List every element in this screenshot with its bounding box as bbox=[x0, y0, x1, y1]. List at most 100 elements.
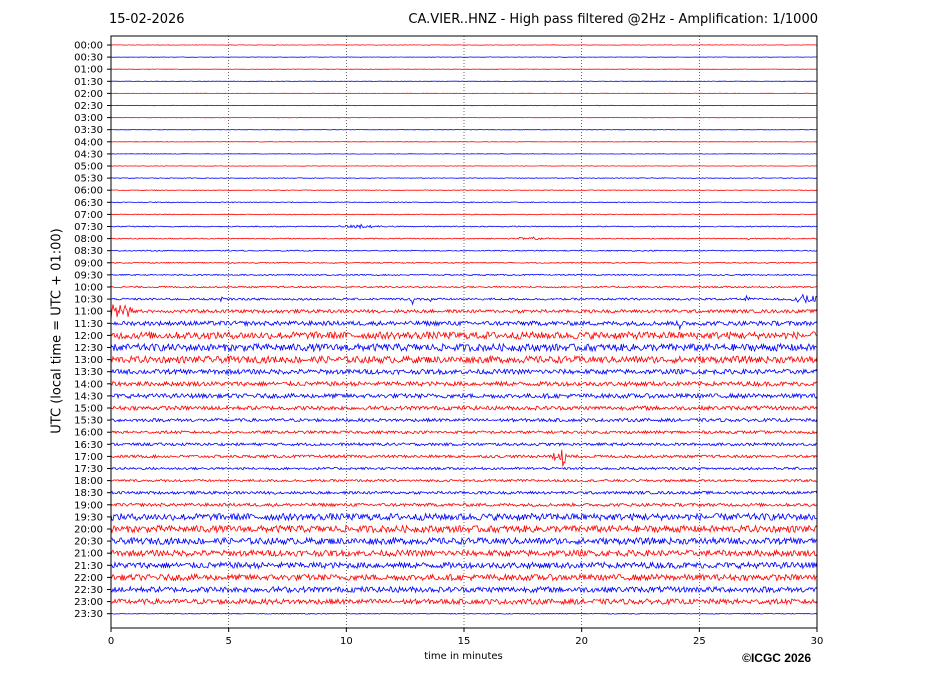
y-tick-label-0430: 04:30 bbox=[74, 149, 103, 160]
y-tick-label-1030: 10:30 bbox=[74, 295, 103, 306]
y-tick-label-1830: 18:30 bbox=[74, 488, 103, 499]
trace-0900 bbox=[110, 261, 818, 264]
y-tick-label-1330: 13:30 bbox=[74, 367, 103, 378]
y-tick-label-2230: 22:30 bbox=[74, 585, 103, 596]
y-tick-label-2330: 23:30 bbox=[74, 609, 103, 620]
y-tick-label-1600: 16:00 bbox=[74, 428, 103, 439]
x-tick-label-30: 30 bbox=[811, 636, 824, 647]
trace-1730 bbox=[110, 466, 818, 471]
trace-1700 bbox=[110, 449, 818, 467]
trace-0930 bbox=[110, 273, 818, 277]
y-tick-label-0130: 01:30 bbox=[74, 77, 103, 88]
trace-1200 bbox=[110, 330, 818, 341]
trace-1300 bbox=[110, 354, 818, 365]
trace-2100 bbox=[110, 548, 818, 558]
y-tick-label-0630: 06:30 bbox=[74, 198, 103, 209]
trace-0600 bbox=[110, 189, 817, 191]
y-axis-ticks: 00:0000:3001:0001:3002:0002:3003:0003:30… bbox=[74, 41, 111, 620]
y-tick-label-1000: 10:00 bbox=[74, 283, 103, 294]
x-tick-label-0: 0 bbox=[108, 636, 114, 647]
trace-0730 bbox=[111, 223, 818, 230]
trace-2030 bbox=[110, 536, 818, 546]
trace-1030 bbox=[110, 293, 818, 306]
y-tick-label-1430: 14:30 bbox=[74, 391, 103, 402]
x-axis-ticks: 0 5 10 15 20 25 30 bbox=[108, 628, 824, 647]
y-tick-label-0300: 03:00 bbox=[74, 113, 103, 124]
y-tick-label-2130: 21:30 bbox=[74, 561, 103, 572]
y-tick-label-1900: 19:00 bbox=[74, 500, 103, 511]
trace-2300 bbox=[110, 597, 818, 606]
y-tick-label-1530: 15:30 bbox=[74, 416, 103, 427]
y-tick-label-2030: 20:30 bbox=[74, 537, 103, 548]
y-tick-label-1200: 12:00 bbox=[74, 331, 103, 342]
trace-2130 bbox=[110, 560, 818, 570]
x-tick-label-5: 5 bbox=[225, 636, 231, 647]
y-tick-label-0030: 00:30 bbox=[74, 53, 103, 64]
y-tick-label-1800: 18:00 bbox=[74, 476, 103, 487]
y-tick-label-1930: 19:30 bbox=[74, 512, 103, 523]
trace-0830 bbox=[110, 249, 818, 252]
y-tick-label-0930: 09:30 bbox=[74, 270, 103, 281]
x-tick-label-20: 20 bbox=[575, 636, 588, 647]
trace-2200 bbox=[110, 572, 818, 582]
trace-2330 bbox=[110, 612, 817, 615]
copyright-label: ©ICGC 2026 bbox=[742, 651, 811, 665]
trace-2000 bbox=[110, 524, 818, 534]
y-tick-label-0800: 08:00 bbox=[74, 234, 103, 245]
y-tick-label-0830: 08:30 bbox=[74, 246, 103, 257]
trace-1130 bbox=[111, 319, 818, 331]
trace-0530 bbox=[110, 177, 818, 179]
trace-1230 bbox=[110, 342, 818, 353]
x-tick-label-25: 25 bbox=[693, 636, 706, 647]
chart-title: CA.VIER..HNZ - High pass filtered @2Hz -… bbox=[408, 12, 818, 27]
trace-1100 bbox=[110, 304, 818, 320]
trace-layer bbox=[110, 44, 818, 615]
trace-1930 bbox=[110, 512, 818, 522]
trace-2230 bbox=[110, 585, 818, 594]
trace-1900 bbox=[110, 502, 818, 508]
y-tick-label-2100: 21:00 bbox=[74, 549, 103, 560]
trace-1400 bbox=[110, 380, 818, 388]
trace-1830 bbox=[110, 490, 818, 496]
trace-1530 bbox=[111, 417, 818, 423]
y-tick-label-0500: 05:00 bbox=[74, 162, 103, 173]
y-tick-label-0530: 05:30 bbox=[74, 174, 103, 185]
y-tick-label-1630: 16:30 bbox=[74, 440, 103, 451]
y-tick-label-0700: 07:00 bbox=[74, 210, 103, 221]
y-tick-label-0730: 07:30 bbox=[74, 222, 103, 233]
y-tick-label-1400: 14:00 bbox=[74, 379, 103, 390]
y-tick-label-0600: 06:00 bbox=[74, 186, 103, 197]
y-tick-label-0330: 03:30 bbox=[74, 125, 103, 136]
y-tick-label-1100: 11:00 bbox=[74, 307, 103, 318]
x-tick-label-15: 15 bbox=[458, 636, 471, 647]
trace-1800 bbox=[110, 478, 818, 483]
trace-0800 bbox=[111, 236, 818, 241]
trace-1600 bbox=[110, 429, 818, 435]
y-tick-label-2200: 22:00 bbox=[74, 573, 103, 584]
y-tick-label-2000: 20:00 bbox=[74, 525, 103, 536]
y-tick-label-0400: 04:00 bbox=[74, 137, 103, 148]
trace-1430 bbox=[110, 392, 818, 400]
x-axis-label: time in minutes bbox=[424, 651, 503, 662]
trace-1500 bbox=[110, 404, 818, 412]
trace-0700 bbox=[110, 213, 818, 216]
chart-date: 15-02-2026 bbox=[109, 12, 185, 27]
y-tick-label-0230: 02:30 bbox=[74, 101, 103, 112]
y-tick-label-0200: 02:00 bbox=[74, 89, 103, 100]
y-tick-label-0000: 00:00 bbox=[74, 41, 103, 52]
y-tick-label-1130: 11:30 bbox=[74, 319, 103, 330]
trace-0630 bbox=[110, 201, 818, 204]
trace-1330 bbox=[110, 368, 818, 376]
y-tick-label-0100: 01:00 bbox=[74, 65, 103, 76]
y-tick-label-1300: 13:00 bbox=[74, 355, 103, 366]
y-tick-label-1230: 12:30 bbox=[74, 343, 103, 354]
y-tick-label-2300: 23:00 bbox=[74, 597, 103, 608]
trace-1630 bbox=[110, 441, 818, 447]
y-tick-label-0900: 09:00 bbox=[74, 258, 103, 269]
x-tick-label-10: 10 bbox=[340, 636, 353, 647]
y-tick-label-1700: 17:00 bbox=[74, 452, 103, 463]
y-tick-label-1500: 15:00 bbox=[74, 404, 103, 415]
trace-1000 bbox=[110, 285, 818, 289]
y-tick-label-1730: 17:30 bbox=[74, 464, 103, 475]
